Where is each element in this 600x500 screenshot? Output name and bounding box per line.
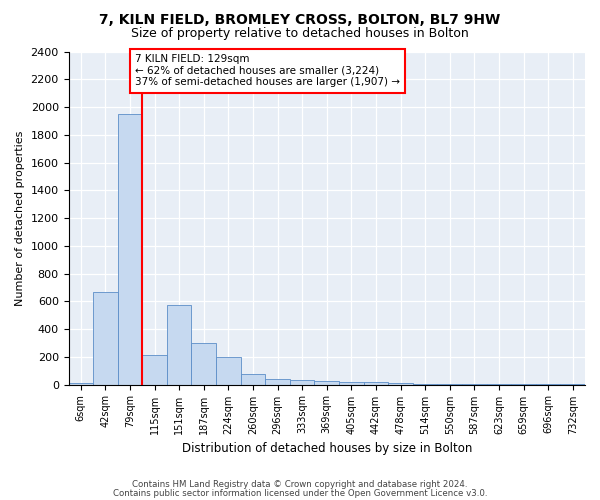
Bar xyxy=(93,292,118,384)
Bar xyxy=(241,374,265,384)
Bar xyxy=(118,114,142,384)
Bar xyxy=(142,354,167,384)
Bar xyxy=(191,343,216,384)
Bar xyxy=(265,379,290,384)
Bar xyxy=(364,382,388,384)
Bar xyxy=(314,381,339,384)
Text: Size of property relative to detached houses in Bolton: Size of property relative to detached ho… xyxy=(131,28,469,40)
Text: Contains public sector information licensed under the Open Government Licence v3: Contains public sector information licen… xyxy=(113,488,487,498)
Text: 7 KILN FIELD: 129sqm
← 62% of detached houses are smaller (3,224)
37% of semi-de: 7 KILN FIELD: 129sqm ← 62% of detached h… xyxy=(135,54,400,88)
Text: Contains HM Land Registry data © Crown copyright and database right 2024.: Contains HM Land Registry data © Crown c… xyxy=(132,480,468,489)
Text: 7, KILN FIELD, BROMLEY CROSS, BOLTON, BL7 9HW: 7, KILN FIELD, BROMLEY CROSS, BOLTON, BL… xyxy=(100,12,500,26)
X-axis label: Distribution of detached houses by size in Bolton: Distribution of detached houses by size … xyxy=(182,442,472,455)
Bar xyxy=(68,383,93,384)
Bar xyxy=(388,383,413,384)
Bar xyxy=(290,380,314,384)
Y-axis label: Number of detached properties: Number of detached properties xyxy=(15,130,25,306)
Bar xyxy=(216,357,241,384)
Bar xyxy=(339,382,364,384)
Bar xyxy=(167,305,191,384)
